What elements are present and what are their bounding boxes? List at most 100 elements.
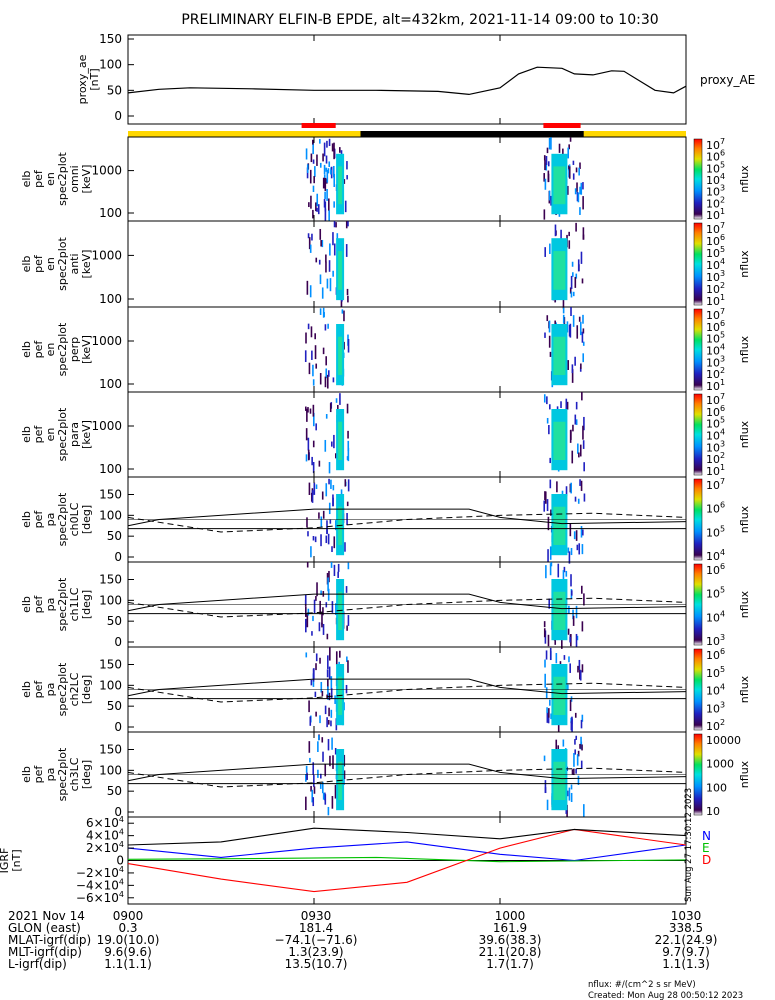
spectrogram-pixel	[572, 609, 574, 620]
colorbar-tick-label: 100	[706, 781, 727, 794]
orbit-night-bar	[360, 131, 584, 137]
y-axis-label: en	[44, 428, 57, 442]
spectrogram-pixel	[546, 707, 548, 714]
spectrogram-pixel	[332, 485, 335, 491]
spectrogram-pixel	[562, 570, 565, 582]
y-tick-label: 0	[114, 635, 122, 649]
spectrogram-pixel	[581, 278, 584, 284]
y-axis-label: pef	[32, 425, 45, 444]
spectrogram-pixel	[346, 656, 348, 662]
spectrogram-pixel	[310, 546, 312, 558]
spectrogram-pixel	[572, 272, 574, 277]
y-tick-label: 0	[114, 550, 122, 564]
y-tick-label: 100	[99, 678, 122, 692]
colorbar-tick-label: 106	[706, 319, 725, 334]
y-tick-label: 100	[99, 763, 122, 777]
spectrogram-pixel	[570, 547, 573, 556]
spectrogram-pixel	[569, 636, 571, 643]
spectrogram-pixel	[312, 209, 314, 219]
spectrogram-pixel	[570, 717, 572, 724]
footer-value: 9.7(9.7)	[662, 945, 710, 959]
spectrogram-pixel	[549, 457, 551, 464]
spectrogram-pixel	[543, 628, 546, 638]
spectrogram-pixel	[558, 143, 561, 153]
spectrogram-pixel	[316, 582, 318, 597]
y-axis-label: [deg]	[80, 675, 93, 704]
spectrogram-pixel	[327, 806, 330, 816]
spectrogram-pixel	[329, 243, 331, 256]
spectrogram-pixel	[315, 363, 318, 369]
y-tick-label: 100	[99, 377, 122, 391]
spectrogram-pixel	[346, 513, 348, 525]
spec-ylabel: elb pef en spec2plot para [keV]	[20, 407, 93, 461]
spectrogram-pixel	[565, 486, 568, 497]
spectrogram-pixel	[321, 781, 324, 794]
spectrogram-pixel	[328, 210, 330, 221]
spectrogram-pixel	[347, 479, 350, 492]
colorbar-tick-label: 103	[706, 269, 725, 284]
spectrogram-pixel	[310, 679, 313, 686]
spectrogram-pixel	[330, 709, 333, 718]
spectrogram-pixel	[549, 479, 552, 489]
spectrogram-pixel	[571, 261, 574, 267]
spectrogram-pixel	[582, 227, 585, 240]
colorbar-tick-label: 107	[706, 137, 725, 152]
spectrogram-pixel	[577, 775, 580, 786]
y-tick-label: 0	[114, 805, 122, 819]
spectrogram-pixel	[543, 755, 546, 762]
science-zone-marker	[301, 123, 336, 128]
spectrogram-pixel	[346, 161, 348, 170]
spectrogram-pixel	[569, 137, 572, 142]
spectrogram-pixel	[326, 189, 328, 201]
spectrogram-pixel	[328, 570, 330, 583]
spectrogram-pixel	[579, 444, 582, 457]
colorbar-tick-label: 103	[706, 633, 725, 648]
spectrogram-pixel	[572, 424, 574, 432]
spectrogram-pixel	[309, 244, 312, 253]
spectrogram-pixel	[329, 647, 331, 661]
spectrogram-pixel	[347, 430, 349, 439]
spectrogram-pixel	[320, 240, 322, 247]
colorbar-tick-label: 105	[706, 586, 725, 601]
y-tick-label: 100	[99, 508, 122, 522]
spectrogram-pixel	[567, 684, 569, 691]
spectrogram-pixel	[544, 787, 547, 794]
spectrogram-core	[553, 506, 566, 545]
footer-value: 1.7(1.7)	[486, 957, 534, 971]
y-axis-label: [deg]	[80, 505, 93, 534]
spectrogram-pixel	[312, 159, 315, 164]
spectrogram-pixel	[580, 182, 583, 195]
spectrogram-pixel	[545, 156, 548, 165]
spectrogram-pixel	[577, 665, 579, 673]
colorbar-tick-label: 101	[706, 293, 725, 308]
spectrogram-pixel	[548, 335, 551, 348]
spectrogram-pixel	[327, 686, 329, 700]
spectrogram-pixel	[312, 412, 315, 427]
spectrogram-pixel	[347, 615, 350, 626]
spectrogram-pixel	[578, 167, 580, 176]
spectrogram-core	[553, 166, 566, 205]
spectrogram-pixel	[544, 659, 546, 668]
spectrogram-pixel	[580, 736, 582, 750]
spectrogram-pixel	[304, 594, 307, 605]
spectrogram-pixel	[568, 787, 571, 801]
spectrogram-pixel	[327, 588, 330, 601]
spectrogram-pixel	[306, 562, 309, 568]
spectrogram-pixel	[326, 278, 329, 289]
spectrogram-pixel	[569, 287, 572, 294]
spectrogram-pixel	[306, 772, 308, 780]
y-tick-label: 50	[107, 83, 122, 97]
spectrogram-pixel	[306, 517, 308, 528]
spectrogram-pixel	[346, 501, 349, 507]
igrf-timestamp: Sun Aug 27 17:30:12 2023	[684, 788, 694, 902]
spectrogram-pixel	[328, 260, 331, 272]
spectrogram-pixel	[317, 204, 320, 215]
spectrogram-pixel	[568, 144, 570, 150]
spectrogram-pixel	[334, 695, 336, 704]
footer-row-label: L-igrf(dip)	[8, 957, 67, 971]
spectrogram-pixel	[544, 159, 546, 171]
spectrogram-pixel	[311, 789, 314, 803]
spectrogram-core	[553, 336, 566, 375]
spectrogram-pixel	[334, 747, 337, 755]
spectrogram-pixel	[344, 200, 347, 213]
